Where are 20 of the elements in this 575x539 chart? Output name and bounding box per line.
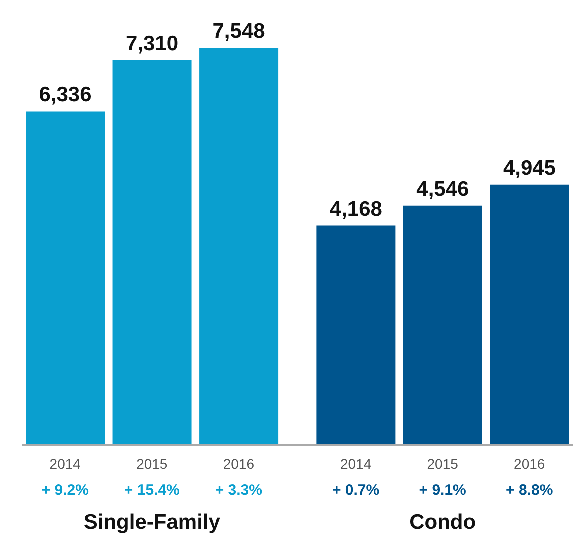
x-tick-label: 2016 — [223, 456, 255, 472]
text: + 9.1% — [419, 482, 466, 499]
text: + 9.2% — [42, 482, 89, 499]
data-label: 4,945 — [503, 156, 556, 180]
data-label: 7,310 — [126, 32, 179, 56]
x-tick-label: 2014 — [340, 456, 372, 472]
text: + 8.8% — [506, 482, 554, 499]
text: Condo — [408, 511, 478, 535]
x-tick-label: 2014 — [50, 456, 82, 472]
x-tick-label: 2015 — [427, 456, 459, 472]
x-tick-label: 2015 — [136, 456, 168, 472]
data-label: 6,336 — [39, 84, 92, 107]
data-label: 4,168 — [330, 198, 383, 221]
text: Single-Family — [82, 511, 222, 535]
x-tick-label: 2016 — [514, 456, 546, 472]
data-label: 4,546 — [416, 178, 470, 201]
data-label: 7,548 — [212, 20, 266, 43]
text: + 3.3% — [215, 482, 262, 499]
text: + 15.4% — [124, 482, 180, 499]
text: + 0.7% — [332, 482, 380, 499]
